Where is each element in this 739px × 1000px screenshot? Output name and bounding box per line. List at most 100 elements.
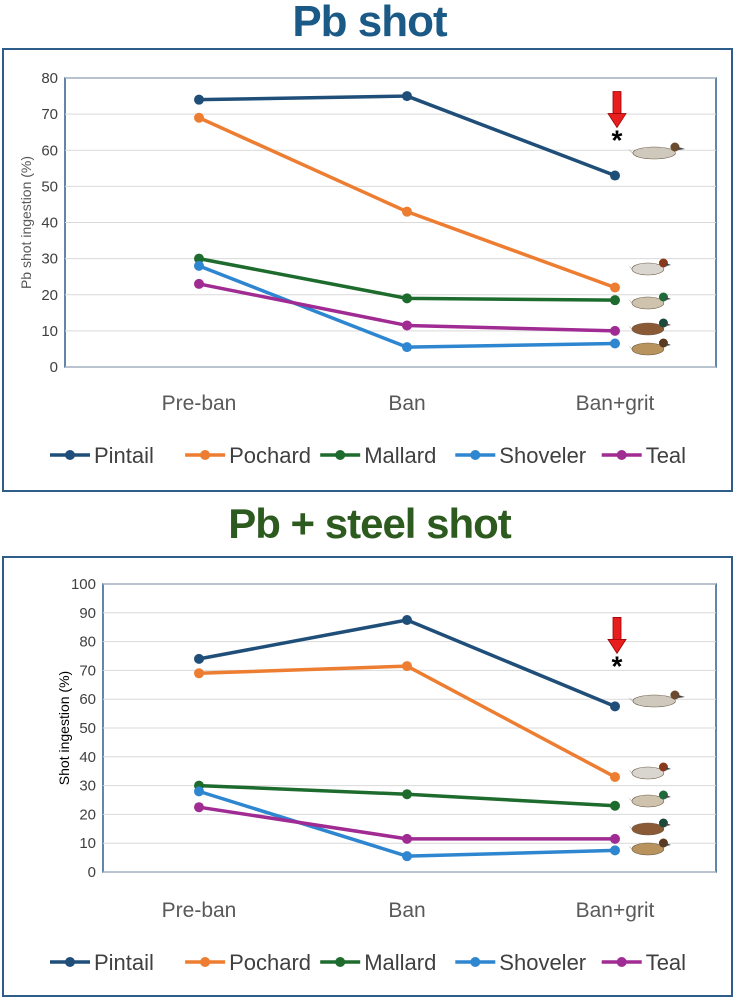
pb-legend-label: Pochard bbox=[229, 443, 311, 468]
duck-tail bbox=[628, 345, 634, 351]
pb-point-mallard-ban-grit bbox=[610, 295, 620, 306]
pb-point-shoveler-pre-ban bbox=[194, 260, 204, 271]
steel-y-tick-label: 60 bbox=[79, 691, 96, 708]
duck-body bbox=[631, 822, 665, 836]
duck-bill bbox=[665, 767, 671, 770]
pb-legend-item-shoveler: Shoveler bbox=[455, 443, 586, 468]
pb-duck-icon-shoveler bbox=[628, 318, 671, 336]
duck-head bbox=[658, 838, 668, 848]
duck-bill bbox=[665, 795, 671, 798]
steel-y-tick-label: 70 bbox=[79, 662, 96, 679]
pb-y-tick-label: 0 bbox=[50, 359, 58, 376]
duck-bill bbox=[665, 843, 671, 846]
duck-tail bbox=[628, 797, 634, 803]
pb-y-tick-label: 70 bbox=[41, 106, 58, 123]
duck-head bbox=[658, 318, 668, 328]
pb-legend-swatch-marker bbox=[200, 450, 211, 460]
pb-point-mallard-pre-ban bbox=[194, 253, 204, 264]
steel-y-tick-label: 40 bbox=[79, 749, 96, 766]
duck-head bbox=[670, 142, 680, 152]
pb-legend-item-teal: Teal bbox=[601, 443, 686, 468]
pb-series-line-pintail bbox=[198, 94, 616, 178]
pb-y-tick-label: 10 bbox=[41, 323, 58, 340]
chart-title-pb-steel-shot: Pb + steel shot bbox=[228, 500, 512, 547]
steel-point-shoveler-pre-ban bbox=[194, 786, 204, 797]
steel-duck-icon-shoveler bbox=[628, 818, 671, 836]
pb-point-pintail-ban bbox=[402, 91, 412, 102]
pb-point-pochard-ban bbox=[402, 206, 412, 217]
steel-point-pintail-ban bbox=[402, 615, 412, 625]
pb-legend-label: Mallard bbox=[364, 443, 436, 468]
pb-category-label-pre-ban: Pre-ban bbox=[162, 392, 237, 415]
duck-tail bbox=[628, 325, 634, 331]
chart-panel-pb-steel-shot: 0 10 20 30 40 50 60 70 80 90 100 Shot ingestion (%)… bbox=[2, 556, 733, 997]
steel-red-arrow-shaft bbox=[612, 617, 622, 642]
steel-y-tick-label: 10 bbox=[79, 835, 96, 852]
duck-head bbox=[658, 818, 668, 828]
pb-series-line-pochard bbox=[198, 116, 616, 290]
duck-body bbox=[631, 766, 665, 780]
steel-duck-icon-pochard bbox=[628, 762, 671, 780]
steel-point-pochard-ban bbox=[402, 661, 412, 672]
pb-duck-icon-mallard bbox=[628, 292, 671, 310]
steel-point-mallard-ban-grit bbox=[610, 800, 620, 811]
pb-y-tick-label: 30 bbox=[41, 251, 58, 268]
chart-pb-shot: 0 10 20 30 40 50 60 70 80 Pb shot ingestion (%) Pr… bbox=[18, 70, 717, 468]
duck-body bbox=[632, 694, 676, 708]
pb-point-pochard-pre-ban bbox=[194, 112, 204, 123]
pb-y-tick-label: 60 bbox=[41, 142, 58, 159]
chart-title-pb-shot: Pb shot bbox=[292, 0, 447, 46]
steel-legend-swatch-marker bbox=[616, 957, 627, 967]
duck-bill bbox=[665, 823, 671, 826]
steel-legend-swatch-marker bbox=[65, 957, 75, 967]
pb-legend-item-pochard: Pochard bbox=[185, 443, 311, 468]
duck-bill bbox=[665, 343, 671, 346]
steel-point-teal-ban-grit bbox=[610, 833, 620, 844]
pb-category-label-ban-grit: Ban+grit bbox=[576, 392, 655, 415]
steel-y-tick-label: 0 bbox=[88, 864, 96, 881]
steel-duck-icon-teal bbox=[628, 838, 671, 856]
chart-panel-pb-shot: 0 10 20 30 40 50 60 70 80 Pb shot ingestion (%) Pr… bbox=[2, 48, 733, 492]
steel-legend-item-shoveler: Shoveler bbox=[455, 950, 586, 975]
pb-legend-item-pintail: Pintail bbox=[50, 443, 154, 468]
pb-point-teal-ban bbox=[402, 320, 412, 331]
pb-annotation-asterisk: * bbox=[612, 125, 623, 156]
steel-y-tick-label: 80 bbox=[79, 634, 96, 651]
duck-tail bbox=[628, 265, 634, 271]
duck-tail bbox=[628, 769, 634, 775]
duck-body bbox=[631, 322, 665, 336]
steel-legend-label: Teal bbox=[646, 950, 686, 975]
duck-body bbox=[631, 794, 665, 808]
steel-legend-item-pochard: Pochard bbox=[185, 950, 311, 975]
duck-bill bbox=[678, 695, 685, 698]
pb-point-teal-pre-ban bbox=[194, 278, 204, 289]
steel-point-pintail-pre-ban bbox=[194, 653, 204, 664]
duck-body bbox=[631, 262, 665, 276]
steel-legend-swatch-marker bbox=[200, 957, 211, 967]
steel-y-tick-label: 20 bbox=[79, 806, 96, 823]
duck-tail bbox=[628, 845, 634, 851]
pb-duck-icon-pintail bbox=[627, 142, 685, 160]
duck-bill bbox=[678, 147, 685, 150]
steel-legend-item-mallard: Mallard bbox=[320, 950, 436, 975]
duck-head bbox=[658, 790, 668, 800]
pb-red-arrow-head bbox=[607, 113, 627, 129]
pb-point-shoveler-ban bbox=[402, 342, 412, 353]
pb-legend-label: Shoveler bbox=[499, 443, 586, 468]
duck-tail bbox=[628, 825, 634, 831]
duck-head bbox=[658, 292, 668, 302]
steel-point-shoveler-ban-grit bbox=[610, 845, 620, 856]
chart-pb-steel-shot: 0 10 20 30 40 50 60 70 80 90 100 Shot ingestion (%)… bbox=[50, 576, 717, 975]
pb-duck-icon-pochard bbox=[628, 258, 671, 276]
duck-tail bbox=[628, 299, 634, 305]
steel-point-teal-ban bbox=[402, 833, 412, 844]
steel-legend-swatch-marker bbox=[470, 957, 481, 967]
steel-point-pintail-ban-grit bbox=[610, 701, 620, 712]
duck-bill bbox=[665, 297, 671, 300]
steel-point-shoveler-ban bbox=[402, 851, 412, 862]
steel-duck-icon-pintail bbox=[627, 690, 685, 708]
steel-y-tick-label: 30 bbox=[79, 778, 96, 795]
steel-annotation-asterisk: * bbox=[612, 650, 623, 681]
steel-legend-item-pintail: Pintail bbox=[50, 950, 154, 975]
pb-point-shoveler-ban-grit bbox=[610, 338, 620, 349]
